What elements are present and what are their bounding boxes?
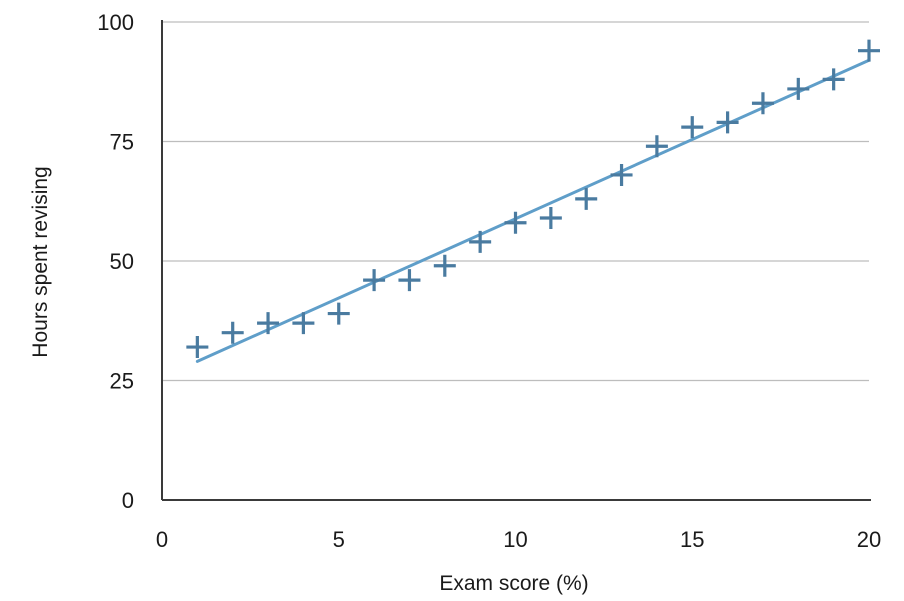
data-point-16	[716, 111, 739, 134]
data-point-20	[858, 39, 880, 62]
data-point-7	[398, 269, 421, 292]
data-point-17	[751, 92, 774, 115]
data-point-12	[575, 187, 598, 210]
y-tick-label-0: 0	[122, 488, 134, 513]
x-tick-label-10: 10	[503, 527, 527, 552]
data-point-6	[363, 269, 386, 292]
data-point-5	[327, 302, 350, 325]
data-point-11	[539, 206, 562, 229]
trendline-group	[195, 58, 871, 363]
axes	[161, 20, 871, 501]
data-point-18	[787, 77, 810, 100]
y-tick-label-25: 25	[110, 369, 134, 394]
data-point-3	[257, 312, 280, 335]
data-point-10	[504, 211, 527, 234]
trendline	[195, 58, 871, 363]
data-point-1	[186, 336, 209, 359]
x-tick-label-15: 15	[680, 527, 704, 552]
y-tick-label-75: 75	[110, 130, 134, 155]
data-point-19	[822, 68, 845, 91]
x-tick-labels: 0 5 10 15 20	[156, 527, 881, 552]
data-point-8	[433, 254, 456, 277]
y-axis-title: Hours spent revising	[29, 166, 52, 357]
data-point-14	[645, 135, 668, 158]
x-tick-label-5: 5	[333, 527, 345, 552]
x-tick-label-0: 0	[156, 527, 168, 552]
gridlines	[162, 21, 869, 382]
x-axis-title: Exam score (%)	[439, 572, 588, 595]
data-point-15	[681, 116, 704, 139]
x-tick-label-20: 20	[857, 527, 881, 552]
data-point-4	[292, 312, 315, 335]
data-point-13	[610, 163, 633, 186]
y-tick-label-100: 100	[97, 10, 134, 35]
data-points	[186, 39, 880, 359]
y-tick-label-50: 50	[110, 249, 134, 274]
data-point-2	[221, 321, 244, 344]
data-point-9	[469, 230, 492, 253]
y-tick-labels: 0 25 50 75 100	[97, 10, 134, 513]
